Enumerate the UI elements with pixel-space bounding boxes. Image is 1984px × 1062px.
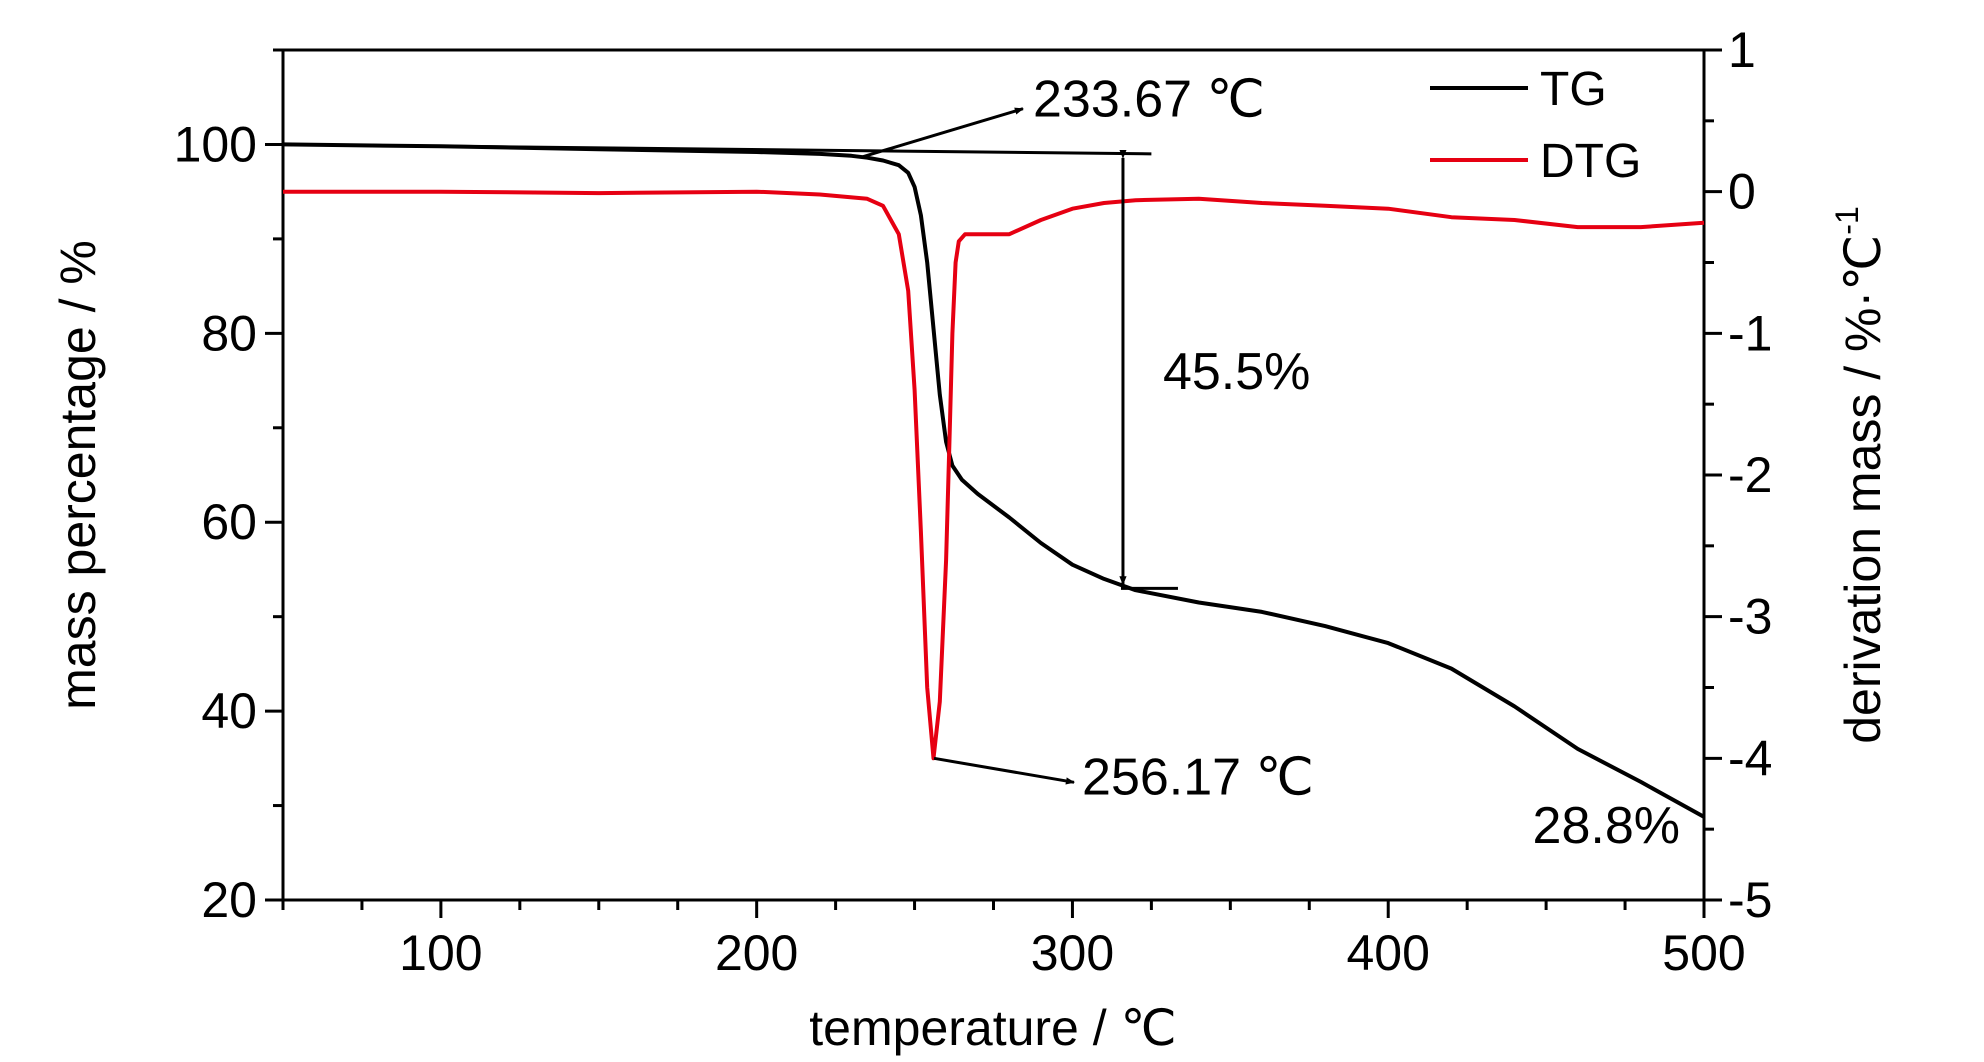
y-right-tick-label: -4	[1728, 730, 1772, 786]
residue-label: 28.8%	[1533, 797, 1680, 855]
y-right-tick-label: -2	[1728, 447, 1772, 503]
x-tick-label: 300	[1031, 925, 1114, 981]
peak-temperature-label: 256.17 ℃	[1082, 748, 1314, 806]
y-left-tick-label: 40	[201, 683, 257, 739]
y-right-tick-label: -5	[1728, 872, 1772, 928]
ticks-layer: 100 200 300 400 500 20 40 60 80 100 1 0 -1 -2 -3 -4 -5	[174, 22, 1773, 981]
y-right-tick-label: -1	[1728, 305, 1772, 361]
y-left-tick-label: 60	[201, 494, 257, 550]
series-layer	[282, 142, 1705, 819]
x-tick-label: 100	[399, 925, 482, 981]
y-right-tick-label: 1	[1728, 22, 1756, 78]
legend-label-tg: TG	[1540, 63, 1607, 116]
x-tick-label: 200	[715, 925, 798, 981]
y-left-tick-label: 100	[174, 116, 257, 172]
plot-frame	[281, 48, 1706, 902]
onset-arrow	[862, 107, 1024, 159]
x-axis-label: temperature / ℃	[809, 1000, 1176, 1056]
y-right-tick-label: -3	[1728, 589, 1772, 645]
mass-loss-label: 45.5%	[1163, 343, 1310, 401]
peak-arrow	[933, 756, 1075, 785]
annotation-layer: 233.67 ℃ 256.17 ℃ 45.5% 28.8%	[282, 71, 1680, 855]
legend: TG DTG	[1430, 63, 1641, 188]
legend-label-dtg: DTG	[1540, 135, 1641, 188]
x-tick-label: 400	[1347, 925, 1430, 981]
y-right-axis-label: derivation mass / %·℃-1	[1829, 206, 1891, 744]
y-right-axis-label-superscript: -1	[1829, 206, 1865, 234]
series-line-tg	[282, 142, 1705, 819]
x-tick-label: 500	[1662, 925, 1745, 981]
y-left-axis-label: mass percentage / %	[50, 240, 106, 710]
onset-temperature-label: 233.67 ℃	[1033, 71, 1265, 129]
y-left-tick-label: 80	[201, 305, 257, 361]
series-line-dtg	[283, 189, 1705, 761]
onset-baseline	[282, 142, 1152, 156]
y-left-tick-label: 20	[201, 872, 257, 928]
y-right-axis-label-main: derivation mass / %·℃	[1835, 235, 1891, 744]
y-right-tick-label: 0	[1728, 164, 1756, 220]
